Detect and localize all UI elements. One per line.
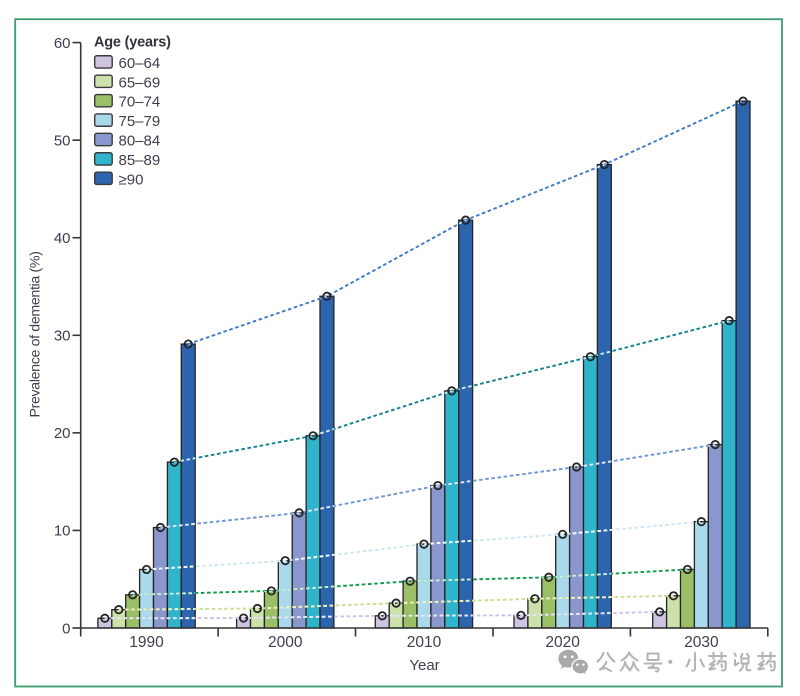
svg-text:40: 40	[54, 230, 71, 247]
svg-text:Prevalence of dementia (%): Prevalence of dementia (%)	[28, 252, 44, 418]
svg-text:85–89: 85–89	[119, 152, 161, 169]
svg-text:10: 10	[54, 523, 71, 540]
svg-text:2020: 2020	[545, 634, 580, 651]
svg-text:2030: 2030	[684, 634, 719, 651]
svg-text:Year: Year	[409, 657, 439, 674]
svg-text:0: 0	[62, 620, 70, 637]
svg-text:2010: 2010	[407, 634, 442, 651]
svg-text:50: 50	[54, 132, 71, 149]
svg-text:20: 20	[54, 425, 71, 442]
svg-text:60: 60	[54, 35, 71, 52]
svg-text:2000: 2000	[268, 634, 303, 651]
svg-text:70–74: 70–74	[119, 94, 161, 111]
svg-text:30: 30	[54, 328, 71, 345]
svg-text:Age (years): Age (years)	[94, 34, 171, 50]
svg-text:65–69: 65–69	[119, 74, 161, 91]
svg-text:80–84: 80–84	[119, 132, 161, 149]
svg-text:60–64: 60–64	[119, 55, 161, 72]
svg-text:75–79: 75–79	[119, 113, 161, 130]
svg-text:≥90: ≥90	[119, 171, 144, 188]
svg-text:1990: 1990	[129, 634, 164, 651]
